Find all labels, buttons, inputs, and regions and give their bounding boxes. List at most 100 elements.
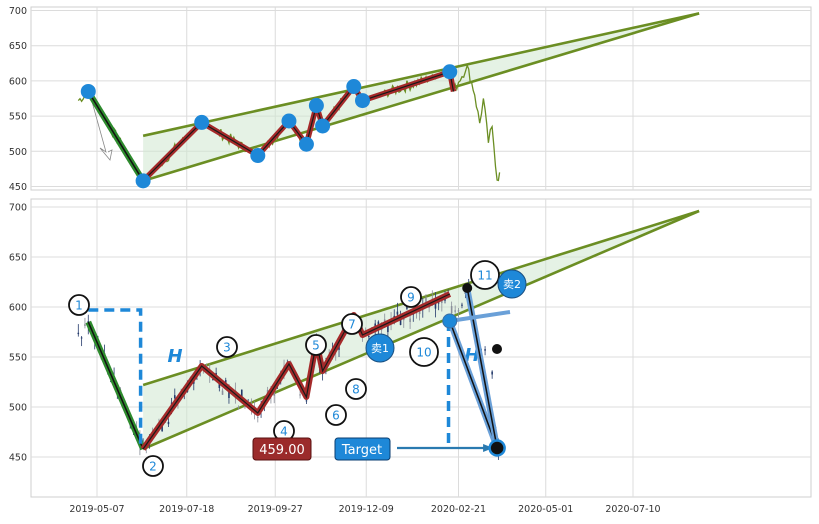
sell-leg-1-core	[449, 320, 498, 449]
candle-body	[491, 371, 493, 375]
candle-body	[399, 317, 402, 325]
candle-body	[218, 382, 221, 388]
candle-body	[212, 378, 214, 380]
sell-connector	[449, 310, 511, 323]
pivot-label-circle	[341, 313, 363, 335]
candle-body	[273, 392, 276, 396]
pivot-label-circle	[325, 404, 347, 426]
pivot-point	[80, 83, 96, 99]
y-tick-label: 450	[9, 453, 27, 464]
price-label: 459.00	[259, 443, 305, 458]
candle-body	[299, 394, 301, 396]
pivot-label-circle	[400, 286, 422, 308]
x-tick-label: 2019-12-09	[339, 504, 394, 515]
candle-body	[240, 389, 243, 400]
y-tick-label: 600	[9, 76, 27, 87]
candle-body	[457, 310, 460, 312]
pivot-point	[281, 113, 297, 129]
x-tick-label: 2020-02-21	[431, 504, 486, 515]
x-tick-label: 2020-07-10	[605, 504, 660, 515]
target-arrowhead	[483, 444, 494, 452]
y-tick-label: 650	[9, 253, 27, 264]
pivot-label-circle	[142, 455, 164, 477]
pivot-label-circle	[68, 294, 90, 316]
pivot-number-label: 4	[280, 425, 288, 439]
target-label: Target	[341, 443, 382, 458]
pivot-number-label: 7	[348, 318, 356, 332]
candle-body	[173, 395, 176, 399]
candle-body	[228, 390, 230, 398]
candle-body	[387, 324, 389, 333]
y-tick-label: 450	[9, 182, 27, 193]
candle-body	[84, 324, 86, 326]
pivot-point	[315, 118, 331, 134]
candle-body	[406, 306, 408, 309]
pivot-point	[194, 114, 210, 130]
wedge-lower-line	[142, 12, 700, 183]
sell-label: 卖1	[371, 342, 389, 355]
sell-marker	[497, 269, 527, 299]
y-tick-label: 550	[9, 112, 27, 123]
candle-body	[77, 332, 80, 335]
pivot-number-label: 5	[312, 339, 320, 353]
candle-body	[237, 406, 240, 408]
candle-body	[167, 421, 170, 425]
candle-body	[450, 306, 453, 314]
bottom-panel: 450 500 550 600 650 700 2019-05-07 2019-07-18 20…	[9, 198, 812, 515]
pivot-label-circle	[305, 334, 327, 356]
x-tick-label: 2019-07-18	[159, 504, 214, 515]
breakout-point	[442, 313, 458, 329]
pivot-number-label: 9	[407, 291, 415, 305]
sell-marker	[365, 333, 395, 363]
candle-body	[454, 310, 456, 312]
candle-body	[244, 406, 246, 408]
sell-dot-2	[462, 283, 473, 293]
height-measure-left	[88, 308, 143, 449]
pivot-point	[250, 148, 266, 164]
candle-body	[402, 317, 405, 321]
pivot-number-label: 11	[477, 269, 492, 283]
pivot-number-label: 10	[416, 346, 431, 360]
pivot-label-circle	[345, 378, 367, 400]
pivot-point	[355, 93, 371, 109]
y-tick-label: 700	[9, 6, 27, 17]
x-tick-label: 2020-05-01	[518, 504, 573, 515]
candle-body	[257, 416, 259, 418]
candle-body	[215, 372, 217, 376]
target-box	[334, 437, 391, 461]
candle-body	[484, 349, 486, 351]
pivot-point	[308, 98, 324, 114]
pivot-label-circle	[470, 260, 500, 290]
sell-dot-1	[492, 344, 502, 354]
pivot-number-label: 3	[223, 341, 231, 355]
y-tick-label: 700	[9, 203, 27, 214]
price-box	[252, 437, 312, 461]
sell-label: 卖2	[503, 278, 521, 291]
candle-body	[224, 380, 227, 384]
y-tick-label: 650	[9, 41, 27, 52]
pivot-label-circle	[216, 336, 238, 358]
target-point	[488, 439, 506, 457]
pivot-label-circle	[409, 337, 439, 367]
drop-leg-core	[87, 91, 144, 182]
wedge-lower-line	[142, 209, 700, 451]
y-tick-label: 500	[9, 403, 27, 414]
y-tick-label: 600	[9, 303, 27, 314]
drop-arrow	[89, 95, 113, 161]
pivot-point	[346, 79, 362, 95]
drop-leg-core	[87, 321, 144, 450]
candle-body	[434, 299, 437, 309]
height-label-left: H	[167, 346, 182, 367]
candle-body	[425, 297, 427, 303]
candle-body	[409, 318, 411, 323]
wedge-upper-line	[142, 12, 700, 138]
pivot-number-label: 6	[332, 409, 340, 423]
candle-body	[305, 400, 308, 402]
y-tick-label: 500	[9, 147, 27, 158]
candle-body	[396, 311, 399, 315]
pivot-number-label: 1	[75, 299, 83, 313]
candle-body	[437, 302, 440, 304]
height-label-right: H	[464, 345, 479, 366]
